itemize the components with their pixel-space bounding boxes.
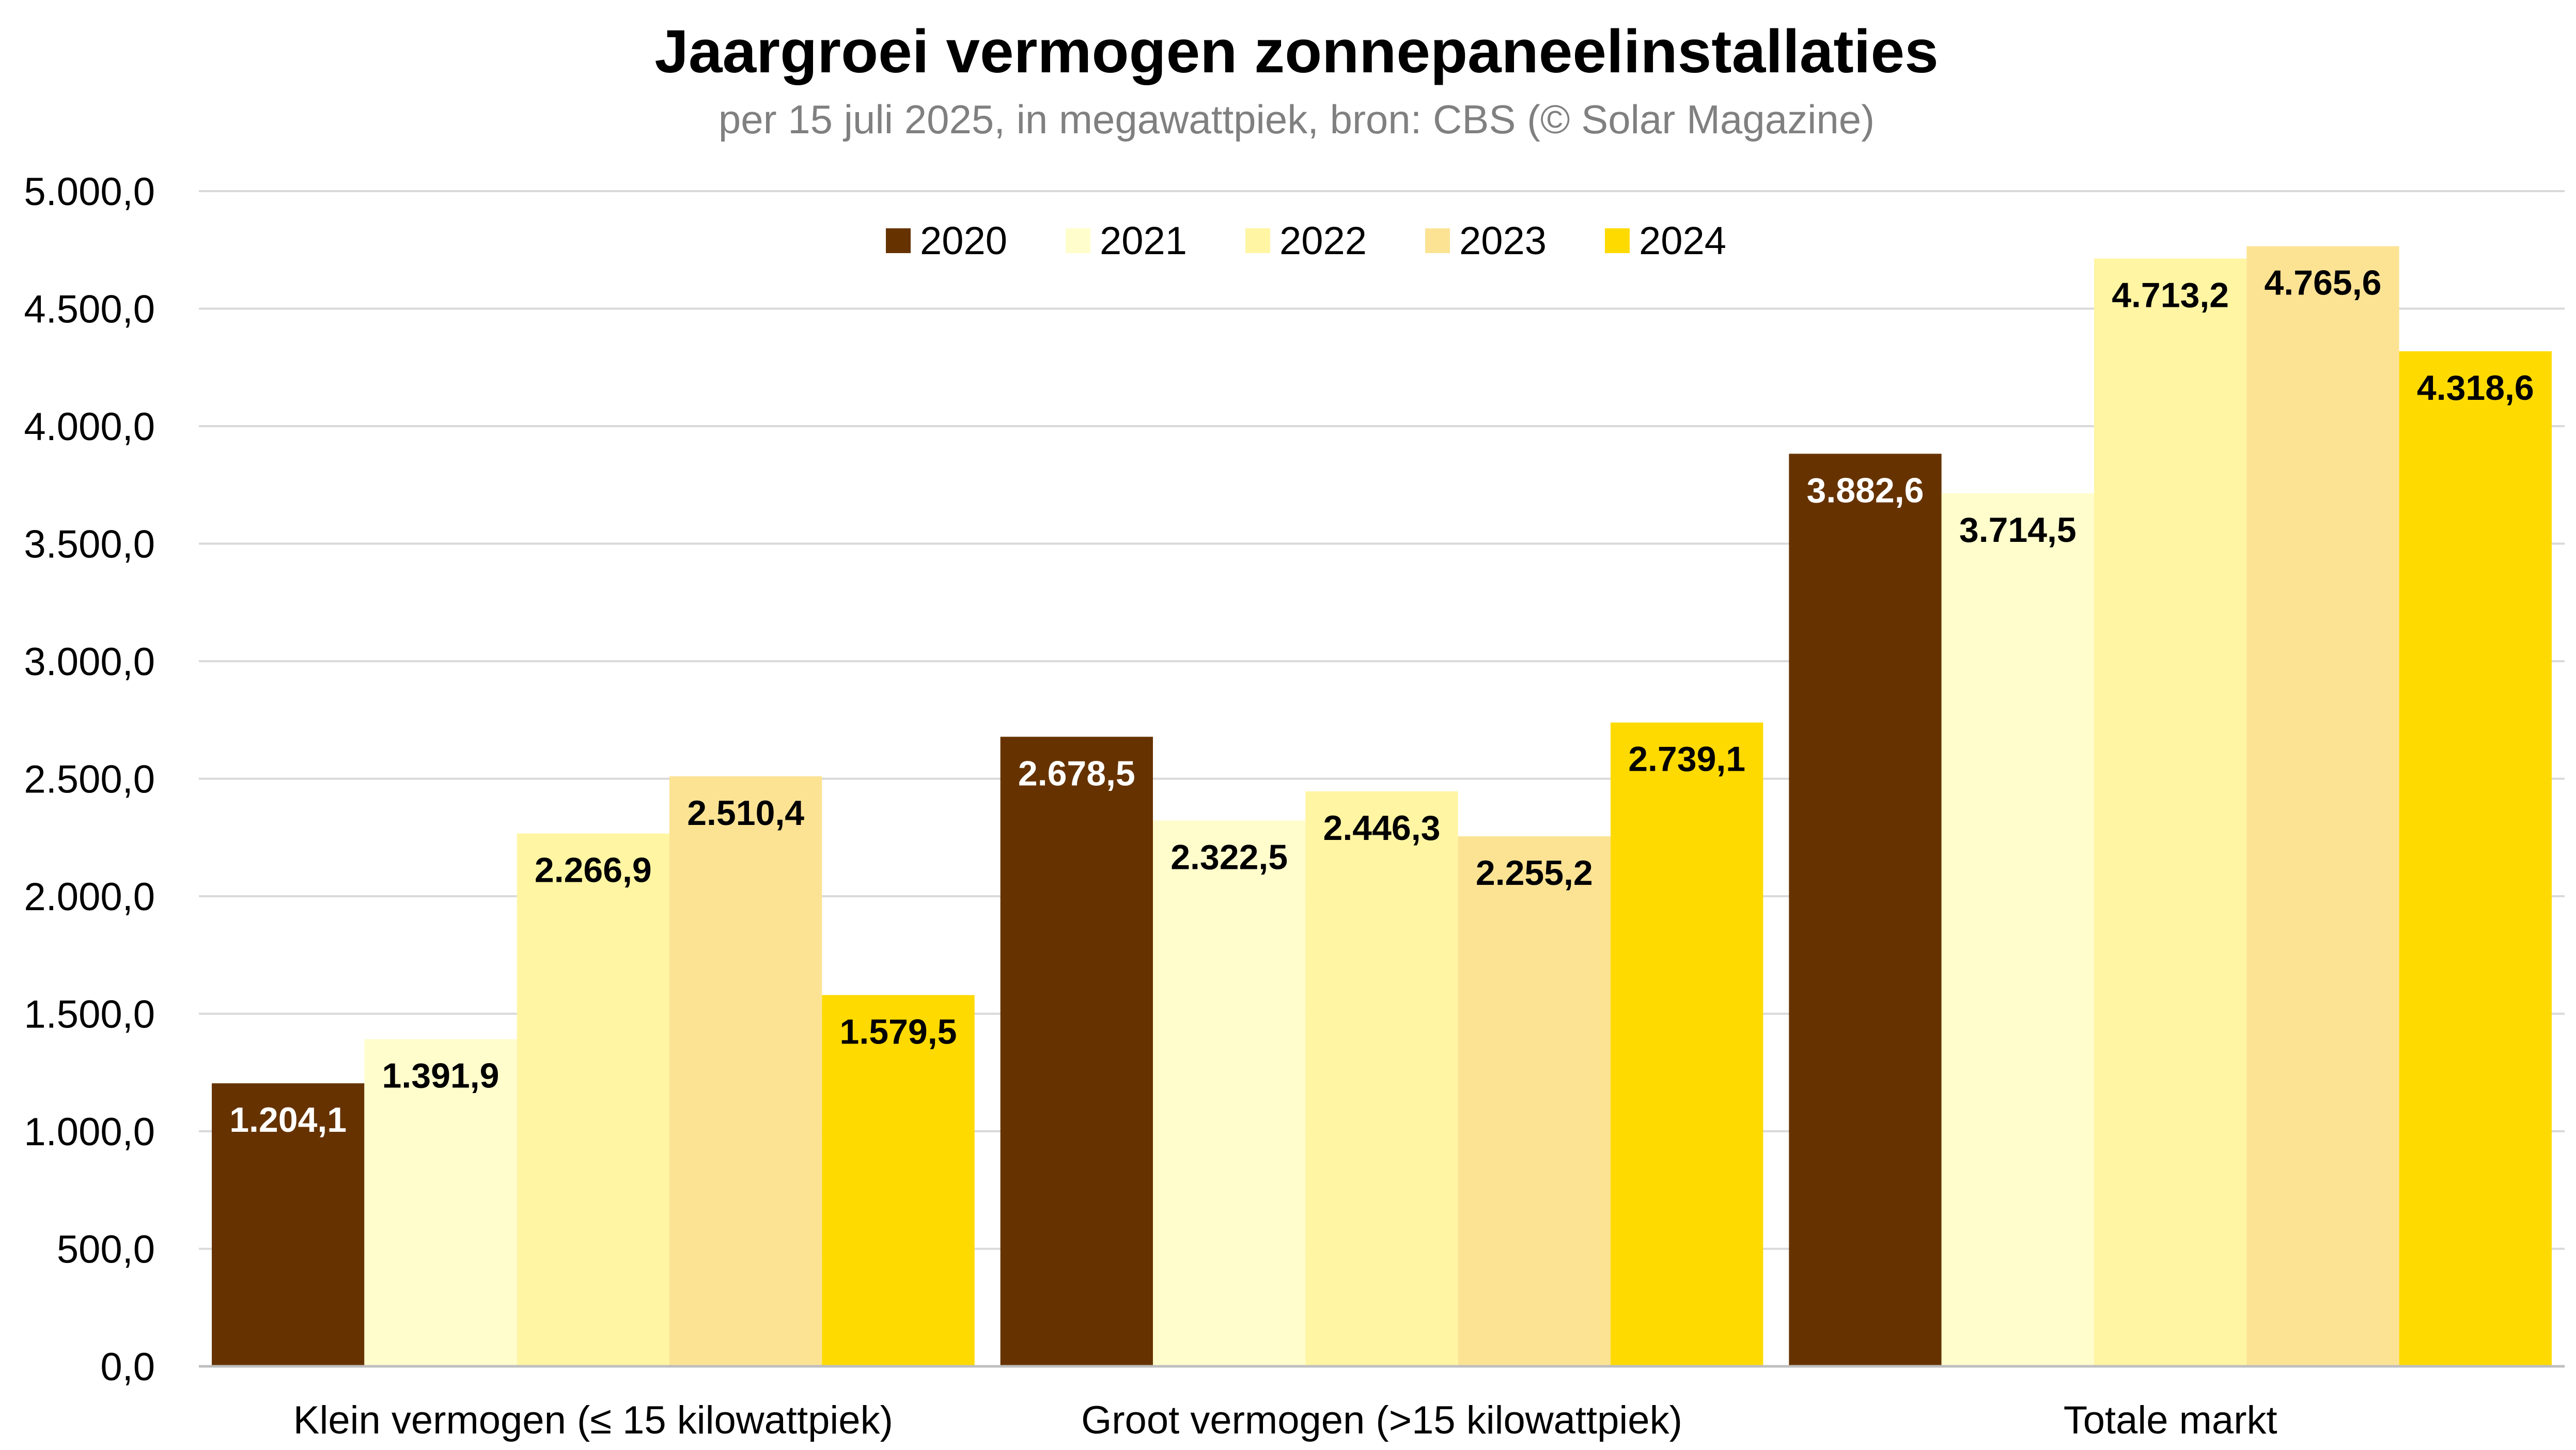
bars: 1.204,1 1.391,9 2.266,9 2.510,4 1.579,5 2.678…	[212, 246, 2552, 1367]
data-label: 1.579,5	[840, 1012, 957, 1051]
legend-label: 2022	[1279, 219, 1367, 263]
legend-label: 2024	[1639, 219, 1726, 263]
bar	[1000, 737, 1153, 1366]
legend-swatch	[886, 228, 911, 253]
data-label: 2.678,5	[1018, 754, 1135, 793]
y-tick-label: 4.500,0	[24, 288, 155, 332]
bar	[822, 995, 975, 1366]
legend: 2020 2021 2022 2023 2024	[886, 219, 1726, 263]
legend-swatch	[1605, 228, 1630, 253]
bar	[1305, 791, 1458, 1366]
bar	[1941, 493, 2094, 1366]
legend-label: 2023	[1459, 219, 1547, 263]
data-label: 1.391,9	[382, 1056, 499, 1096]
x-category-label: Klein vermogen (≤ 15 kilowattpiek)	[293, 1398, 893, 1442]
y-tick-label: 2.500,0	[24, 758, 155, 802]
bar	[212, 1083, 365, 1366]
data-label: 2.255,2	[1476, 853, 1593, 893]
data-label: 2.739,1	[1628, 740, 1745, 779]
x-category-label: Totale markt	[2064, 1398, 2277, 1442]
data-label: 4.765,6	[2265, 263, 2382, 303]
y-tick-label: 1.500,0	[24, 993, 155, 1037]
bar	[2399, 351, 2552, 1366]
y-tick-label: 1.000,0	[24, 1110, 155, 1154]
chart-title: Jaargroei vermogen zonnepaneelinstallati…	[654, 18, 1938, 86]
legend-swatch	[1245, 228, 1270, 253]
bar	[2094, 258, 2247, 1367]
data-label: 2.322,5	[1170, 837, 1288, 877]
legend-swatch	[1066, 228, 1090, 253]
y-tick-label: 0,0	[100, 1345, 155, 1389]
legend-label: 2020	[920, 219, 1007, 263]
data-label: 2.510,4	[687, 793, 804, 833]
y-tick-label: 5.000,0	[24, 170, 155, 214]
data-label: 2.266,9	[535, 851, 652, 890]
y-tick-label: 3.500,0	[24, 523, 155, 567]
bar	[669, 776, 822, 1366]
y-axis: 0,0 500,0 1.000,0 1.500,0 2.000,0 2.500,0 3.00…	[24, 170, 155, 1389]
bar	[1611, 722, 1763, 1366]
bar	[1789, 454, 1942, 1366]
data-label: 2.446,3	[1323, 808, 1441, 848]
y-tick-label: 500,0	[57, 1228, 155, 1272]
bar	[2246, 246, 2399, 1366]
chart-subtitle: per 15 juli 2025, in megawattpiek, bron:…	[719, 97, 1875, 142]
y-tick-label: 3.000,0	[24, 640, 155, 684]
bar	[517, 833, 669, 1366]
data-label: 3.714,5	[1959, 510, 2077, 550]
legend-label: 2021	[1100, 219, 1187, 263]
bar	[1458, 836, 1611, 1366]
y-tick-label: 4.000,0	[24, 405, 155, 449]
y-tick-label: 2.000,0	[24, 875, 155, 919]
legend-swatch	[1425, 228, 1450, 253]
data-label: 4.318,6	[2417, 368, 2534, 408]
bar	[364, 1039, 517, 1366]
x-category-label: Groot vermogen (>15 kilowattpiek)	[1081, 1398, 1682, 1442]
data-label: 3.882,6	[1807, 471, 1924, 510]
data-label: 4.713,2	[2112, 275, 2229, 315]
bar	[1153, 820, 1306, 1366]
data-label: 1.204,1	[229, 1100, 347, 1140]
x-axis: Klein vermogen (≤ 15 kilowattpiek) Groot …	[199, 1365, 2565, 1442]
